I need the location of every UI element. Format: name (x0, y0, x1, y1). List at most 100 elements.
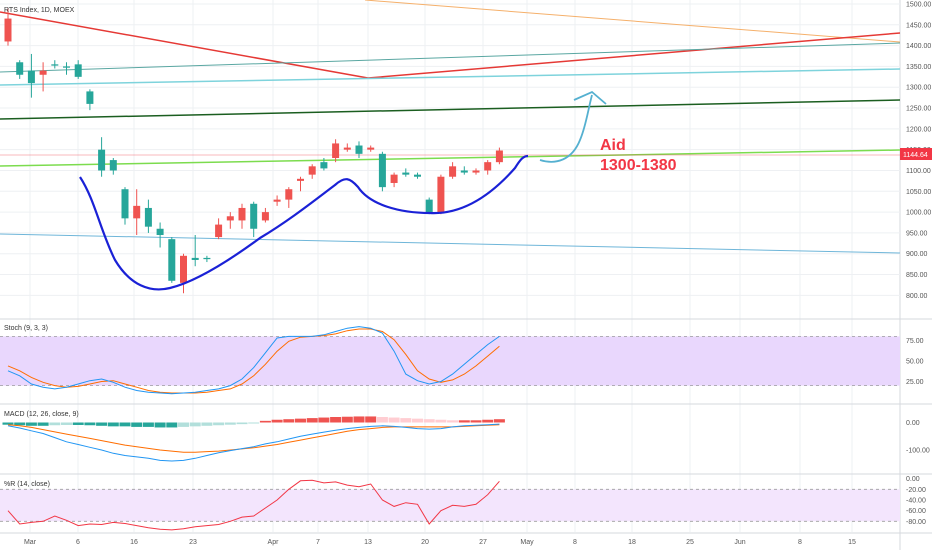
annotation-line1: Aid (600, 137, 626, 154)
macd-histogram-bar (37, 422, 49, 426)
price-pane: Aid 1300-1380 RTS Index, 1D, MOEX (0, 0, 901, 294)
time-tick-label: Jun (734, 539, 745, 546)
stoch-pane: Stoch (9, 3, 3) 25.00 50.00 75.00 (0, 325, 924, 395)
green-neckline[interactable] (0, 149, 901, 167)
stoch-d-line (7, 328, 500, 394)
trendlines (0, 0, 901, 254)
dark-green-trendline[interactable] (0, 99, 901, 120)
macd-histogram-bar (353, 416, 365, 423)
macd-histogram-bar (283, 419, 295, 423)
time-tick-label: 13 (364, 539, 372, 546)
wr-tick-label: -20.00 (906, 487, 926, 494)
stoch-tick-label: 50.00 (906, 359, 924, 366)
candle-body (437, 176, 445, 213)
macd-pane: MACD (12, 26, close, 9) 0.00 -100.00 (2, 411, 930, 462)
candle-body (191, 257, 199, 260)
stoch-tick-label: 25.00 (906, 379, 924, 386)
candle-body (250, 203, 258, 229)
candle-body (378, 153, 386, 188)
candle-body (332, 143, 340, 158)
macd-histogram-bar (248, 422, 260, 424)
candle-body (297, 178, 304, 181)
price-tick-label: 950.00 (906, 230, 928, 237)
candle-body (261, 212, 269, 221)
macd-histogram-bar (224, 422, 236, 425)
candle-body (320, 162, 328, 169)
macd-histogram-bar (154, 422, 166, 428)
macd-histogram-bar (330, 417, 342, 423)
macd-histogram-bar (119, 422, 131, 427)
cyan-channel-line[interactable] (0, 68, 901, 86)
macd-histogram-bar (166, 422, 178, 428)
macd-histogram-bar (72, 422, 84, 425)
macd-histogram-bar (435, 419, 447, 423)
candle-body (180, 255, 187, 283)
macd-histogram-bar (142, 422, 154, 427)
candle-body (472, 170, 480, 173)
light-blue-trendline[interactable] (0, 233, 901, 254)
time-tick-label: May (520, 539, 534, 546)
stoch-k-line (7, 326, 500, 395)
candles (4, 8, 503, 294)
price-tick-label: 1300.00 (906, 85, 931, 92)
candle-body (4, 18, 12, 42)
macd-histogram-bar (213, 422, 225, 426)
last-price-label: 1144.64 (903, 152, 928, 159)
candle-body (343, 147, 351, 150)
candle-body (308, 166, 316, 175)
candle-body (86, 91, 94, 104)
macd-histogram-bar (306, 418, 318, 423)
macd-histogram-bar (365, 416, 377, 423)
time-tick-label: 16 (130, 539, 138, 546)
stoch-tick-label: 75.00 (906, 338, 924, 345)
candle-body (495, 150, 503, 163)
last-price-badge: 1144.64 (900, 148, 932, 160)
time-tick-label: 8 (573, 539, 577, 546)
teal-channel-top[interactable] (0, 42, 901, 73)
candle-body (484, 162, 492, 171)
candle-body (168, 239, 176, 281)
candle-body (460, 170, 468, 173)
macd-histogram-bar (400, 418, 412, 423)
wr-tick-label: -40.00 (906, 498, 926, 505)
time-tick-label: 23 (189, 539, 197, 546)
wr-tick-label: -60.00 (906, 508, 926, 515)
projection-arrow[interactable] (539, 94, 593, 163)
macd-tick-label: 0.00 (906, 420, 920, 427)
cup-handle-drawing[interactable] (79, 154, 529, 291)
time-tick-label: Apr (268, 539, 280, 546)
macd-histogram-bar (271, 419, 283, 423)
candle-body (367, 147, 375, 150)
price-tick-label: 1500.00 (906, 2, 931, 9)
red-trendline-down[interactable] (0, 11, 369, 79)
macd-histogram-bar (447, 420, 459, 423)
macd-histogram-bar (14, 422, 26, 426)
price-tick-label: 1450.00 (906, 22, 931, 29)
macd-histogram-bar (295, 418, 306, 423)
candle-body (226, 216, 234, 221)
time-axis[interactable]: Mar 6 16 23 Apr 7 13 20 27 May 8 18 25 Jun 8 15 (24, 539, 856, 546)
price-tick-label: 850.00 (906, 272, 928, 279)
candle-body (109, 160, 117, 171)
macd-histogram-bar (131, 422, 143, 427)
macd-histogram-bar (189, 422, 201, 427)
candle-body (402, 172, 410, 175)
orange-trendline[interactable] (364, 0, 901, 43)
macd-histogram-bar (470, 420, 482, 423)
price-tick-label: 1050.00 (906, 189, 931, 196)
candle-body (414, 174, 421, 177)
macd-histogram-bar (423, 419, 435, 423)
candle-body (16, 62, 24, 75)
annotation-line2: 1300-1380 (600, 157, 677, 174)
projection-arrow-head (573, 90, 607, 105)
candle-body (203, 257, 211, 260)
price-tick-label: 1250.00 (906, 106, 931, 113)
price-tick-label: 1000.00 (906, 210, 931, 217)
time-tick-label: 27 (479, 539, 487, 546)
candle-body (39, 70, 47, 75)
price-tick-label: 900.00 (906, 251, 928, 258)
macd-histogram-bar (493, 419, 505, 423)
red-trendline-up[interactable] (367, 32, 901, 79)
candle-body (238, 207, 246, 221)
